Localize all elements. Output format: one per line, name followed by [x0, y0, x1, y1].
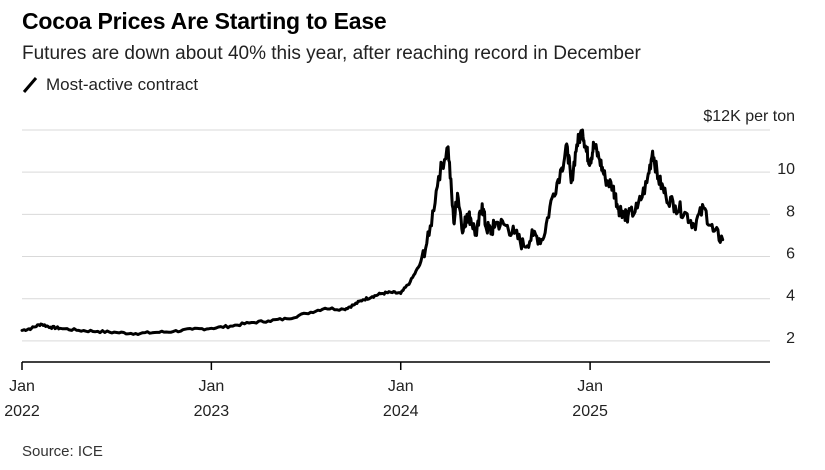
x-tick-month-2023: Jan — [198, 378, 224, 395]
y-axis-unit-label: $12K per ton — [703, 108, 795, 125]
source-note: Source: ICE — [22, 443, 103, 460]
x-tick-month-2025: Jan — [577, 378, 603, 395]
y-tick-label-8: 8 — [786, 203, 795, 220]
y-tick-label-4: 4 — [786, 288, 795, 305]
x-tick-month-2024: Jan — [388, 378, 414, 395]
chart-subtitle: Futures are down about 40% this year, af… — [22, 43, 641, 64]
y-tick-label-2: 2 — [786, 330, 795, 347]
x-tick-month-2022: Jan — [9, 378, 35, 395]
series-line-0 — [20, 128, 725, 336]
x-tick-year-2023: 2023 — [194, 403, 230, 420]
grid-lines — [22, 129, 770, 342]
legend-line-icon — [22, 77, 38, 93]
series-layer — [20, 128, 725, 336]
legend-label: Most-active contract — [46, 75, 199, 94]
x-tick-year-2024: 2024 — [383, 403, 419, 420]
y-tick-label-10: 10 — [777, 161, 795, 178]
legend: Most-active contract — [22, 75, 198, 95]
axes — [21, 361, 770, 370]
chart-title: Cocoa Prices Are Starting to Ease — [22, 8, 387, 34]
x-tick-year-2025: 2025 — [572, 403, 608, 420]
y-tick-label-6: 6 — [786, 246, 795, 263]
tick-labels: 2 4 6 8 10 $12K per ton Jan 2022 Jan 2023 Jan 2024 J… — [4, 108, 795, 420]
x-tick-year-2022: 2022 — [4, 403, 40, 420]
